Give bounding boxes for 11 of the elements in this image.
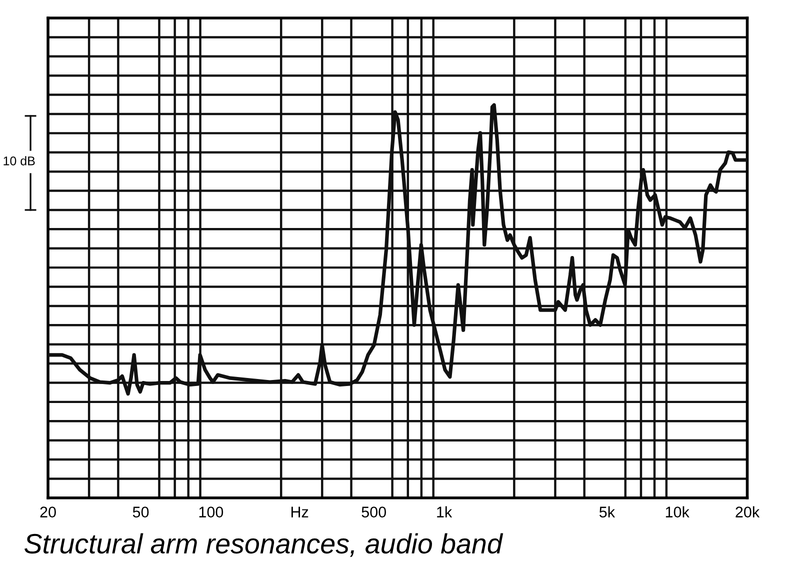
x-tick-label: Hz — [291, 506, 308, 518]
x-tick-label: 500 — [362, 506, 386, 518]
x-tick-label: 20k — [736, 506, 760, 518]
x-tick-label: 20 — [40, 506, 56, 518]
x-tick-label: 1k — [437, 506, 452, 518]
x-tick-label: 50 — [132, 506, 149, 518]
text: 10 dB — [4, 156, 35, 166]
text: Structural arm resonances, audio band — [24, 533, 504, 557]
x-tick-label: 10k — [666, 506, 690, 518]
x-tick-label: 100 — [199, 506, 224, 518]
x-tick-label: 5k — [599, 506, 616, 518]
